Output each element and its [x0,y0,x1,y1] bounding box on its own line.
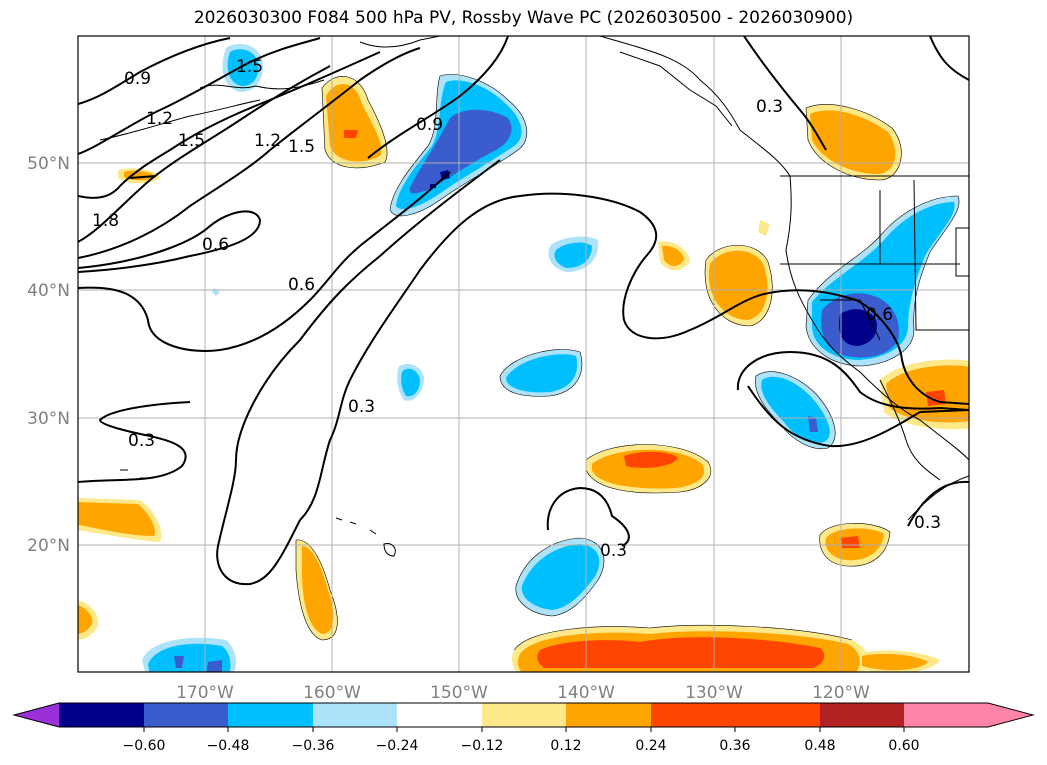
contour-label: 1.2 [254,131,281,151]
colorbar-tick-label: 0.36 [719,738,750,754]
contour-label: 1.5 [288,137,315,157]
lon-tick-label: 170°W [176,683,234,703]
map-frame [77,35,970,673]
contour-label: 0.3 [756,97,783,117]
contour-label: 0.3 [600,541,627,561]
pv-contours [78,36,969,586]
coastlines [99,36,969,557]
colorbar-bin [735,703,820,727]
contour-label: 0.6 [202,235,229,255]
map-title: 2026030300 F084 500 hPa PV, Rossby Wave … [193,8,854,28]
contour-label-group: 0.3 0.3 0.3 0.3 0.3 0.6 0.6 0.6 0.9 0.9 … [92,57,941,561]
lon-tick-label: 150°W [430,683,488,703]
colorbar: −0.60 −0.48 −0.36 −0.24 −0.12 0.12 0.24 … [12,702,1035,754]
colorbar-bin [482,703,566,727]
colorbar-bin [651,703,735,727]
colorbar-bin [904,703,988,727]
contour-label: 0.3 [128,431,155,451]
colorbar-right-extension [988,703,1033,727]
lon-axis: 170°W 160°W 150°W 140°W 130°W 120°W [176,683,870,703]
contour-label: 0.6 [866,305,893,325]
fill-red-orange [344,130,946,668]
contour-label: 0.9 [124,69,151,89]
contour-label: 1.2 [146,109,173,129]
contour-label: 1.8 [92,211,119,231]
contour-label: 0.3 [348,397,375,417]
lon-tick-label: 160°W [303,683,361,703]
colorbar-bin [313,703,397,727]
contour-label: 1.5 [236,57,263,77]
colorbar-tick-label: 0.60 [888,738,919,754]
contour-label: 1.5 [178,131,205,151]
colorbar-tick-label: −0.24 [376,738,419,754]
lon-tick-label: 140°W [557,683,615,703]
colorbar-bin [228,703,313,727]
colorbar-tick-label: −0.12 [461,738,504,754]
lat-tick-label: 30°N [27,409,70,429]
colorbar-bin [820,703,904,727]
colorbar-tick-label: −0.60 [123,738,166,754]
colorbar-tick-label: −0.48 [207,738,250,754]
colorbar-bin [144,703,228,727]
colorbar-tick-label: 0.24 [635,738,666,754]
colorbar-left-extension [14,703,59,727]
contour-label: 0.6 [288,275,315,295]
lat-tick-label: 50°N [27,154,70,174]
colorbar-tick-label: 0.48 [804,738,835,754]
lat-tick-label: 20°N [27,536,70,556]
colorbar-bin [566,703,651,727]
colorbar-tick-label: −0.36 [292,738,335,754]
contour-label: 0.3 [914,513,941,533]
lat-axis: 50°N 40°N 30°N 20°N [27,154,70,556]
colorbar-outline [12,702,1035,728]
colorbar-bin [59,703,144,727]
fill-outlines [295,74,960,651]
lon-tick-label: 120°W [812,683,870,703]
lon-tick-label: 130°W [685,683,743,703]
colorbar-tick-label: 0.12 [550,738,581,754]
contour-label: 0.9 [416,115,443,135]
colorbar-bin [397,703,482,727]
lat-tick-label: 40°N [27,281,70,301]
colorbar-ticks [143,727,905,732]
